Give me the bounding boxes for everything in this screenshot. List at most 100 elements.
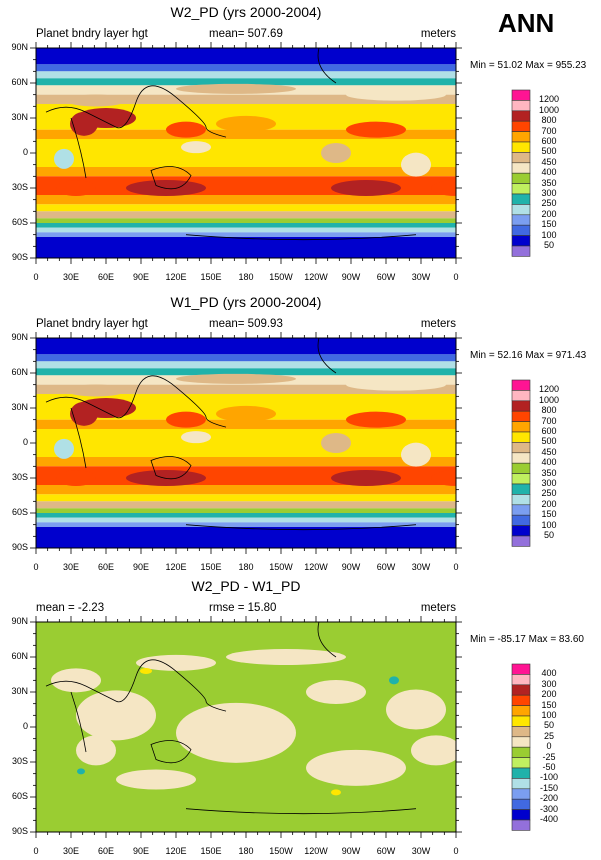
colorbar-label: -400 (539, 814, 558, 824)
colorbar-swatch (511, 120, 531, 132)
colorbar-swatch (511, 162, 531, 174)
colorbar-label: 500 (541, 436, 557, 447)
colorbar-label: 100 (541, 229, 557, 240)
colorbar-label: 500 (541, 146, 557, 157)
coastline (45, 338, 417, 531)
lon-label: 90W (341, 846, 361, 856)
lon-label: 150E (200, 846, 222, 856)
panel-units: meters (420, 28, 456, 40)
colorbar-swatch (511, 684, 531, 696)
colorbar-label: 250 (541, 488, 557, 499)
lon-label: 60E (97, 562, 114, 572)
lon-label: 30W (411, 272, 431, 282)
lat-label: 90N (11, 42, 28, 52)
lon-label: 90W (341, 562, 361, 572)
colorbar-label: -200 (539, 793, 558, 804)
colorbar-label: 50 (543, 240, 554, 250)
lon-label: 90E (132, 562, 149, 572)
colorbar-swatch (511, 204, 531, 216)
colorbar-swatch (511, 89, 531, 101)
lon-label: 120W (304, 846, 328, 856)
colorbar-label: 350 (541, 177, 557, 188)
panel-center-label: mean= 507.69 (209, 28, 283, 40)
lat-label: 60N (11, 77, 28, 87)
colorbar-swatch (511, 535, 531, 547)
colorbar-label: 150 (541, 219, 557, 230)
colorbar-label: 200 (541, 208, 557, 219)
colorbar-swatch (511, 431, 531, 443)
colorbar-label: 1200 (538, 384, 560, 395)
lat-label: 60S (11, 507, 28, 517)
colorbar-label: 800 (541, 115, 557, 126)
lon-label: 180 (238, 562, 254, 572)
panel-center-label: rmse = 15.80 (209, 602, 277, 614)
lon-label: 120W (304, 562, 328, 572)
colorbar-swatch (511, 674, 531, 686)
colorbar-swatch (511, 410, 531, 422)
lon-label: 0 (33, 846, 39, 856)
lon-label: 0 (33, 562, 39, 572)
lon-label: 150W (269, 562, 293, 572)
panel-center-label: mean= 509.93 (209, 318, 283, 330)
lon-label: 150W (269, 272, 293, 282)
colorbar-swatch (511, 504, 531, 516)
colorbar-label: -100 (539, 772, 558, 783)
colorbar-swatch (511, 494, 531, 506)
colorbar-label: 450 (541, 156, 557, 167)
map-panel-2 (30, 332, 462, 554)
lat-label: 60S (11, 217, 28, 227)
colorbar-label: 150 (541, 509, 557, 520)
lon-label: 90W (341, 272, 361, 282)
lat-label: 60N (11, 651, 28, 661)
colorbar-swatch (511, 183, 531, 195)
colorbar-swatch (511, 141, 531, 153)
season-label: ANN (498, 8, 555, 38)
colorbar-swatch (511, 442, 531, 454)
lon-label: 90E (132, 846, 149, 856)
lat-label: 60N (11, 367, 28, 377)
colorbar-swatch (511, 809, 531, 821)
lat-label: 90S (11, 542, 28, 552)
lon-label: 180 (238, 846, 254, 856)
colorbar-label: 800 (541, 405, 557, 416)
lon-label: 150E (200, 562, 222, 572)
colorbar-swatch (511, 131, 531, 143)
colorbar-label: 150 (541, 699, 557, 710)
lat-label: 0 (22, 721, 28, 731)
colorbar-swatch (511, 798, 531, 810)
colorbar-swatch (511, 663, 531, 675)
colorbar-swatch (511, 245, 531, 257)
panel-left-label: Planet bndry layer hgt (36, 28, 148, 40)
lon-label: 60W (376, 846, 396, 856)
colorbar-label: 50 (543, 530, 554, 540)
colorbar-label: 200 (541, 498, 557, 509)
colorbar-swatch (511, 705, 531, 717)
colorbar-swatch (511, 193, 531, 205)
lon-label: 30E (62, 846, 79, 856)
colorbar (511, 663, 531, 831)
colorbar-swatch (511, 525, 531, 537)
lon-label: 60E (97, 272, 114, 282)
lon-label: 120W (304, 272, 328, 282)
colorbar-label: 600 (541, 136, 557, 146)
colorbar-swatch (511, 400, 531, 412)
colorbar-swatch (511, 100, 531, 112)
colorbar-label: 400 (541, 457, 557, 468)
colorbar-label: -300 (539, 803, 558, 814)
colorbar-swatch (511, 235, 531, 247)
colorbar-label: 25 (543, 730, 554, 741)
colorbar-label: 0 (546, 741, 552, 752)
colorbar-label: 400 (541, 668, 557, 679)
colorbar-label: 400 (541, 167, 557, 178)
colorbar-label: 100 (541, 519, 557, 530)
colorbar-swatch (511, 110, 531, 122)
colorbar-swatch (511, 379, 531, 391)
colorbar-label: 700 (541, 125, 557, 136)
panel-title: W1_PD (yrs 2000-2004) (170, 294, 322, 310)
contour-fill (36, 338, 456, 548)
lon-label: 0 (33, 272, 39, 282)
colorbar-label: 300 (541, 188, 557, 198)
lon-label: 60W (376, 562, 396, 572)
colorbar-label: 600 (541, 426, 557, 436)
